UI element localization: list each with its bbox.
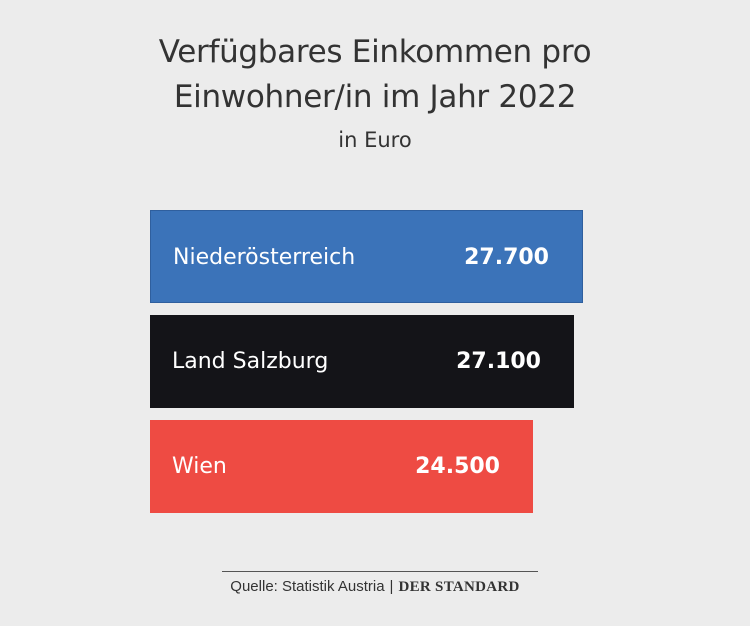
source-separator: | — [389, 578, 394, 595]
chart-title-line-1: Verfügbares Einkommen pro — [158, 34, 592, 70]
bar-nieder-sterreich: Niederösterreich 27.700 — [150, 210, 583, 303]
bar-category-label: Land Salzburg — [172, 349, 329, 374]
bar-value-label: 24.500 — [415, 454, 500, 479]
bar-category-label: Niederösterreich — [173, 245, 356, 270]
source-line: Quelle: Statistik Austria | DER STANDARD — [0, 578, 750, 596]
chart-title-line-2: Einwohner/in im Jahr 2022 — [173, 79, 577, 115]
bar-value-label: 27.700 — [464, 245, 549, 270]
chart-title: Verfügbares Einkommen pro Einwohner/in i… — [0, 30, 750, 120]
source-divider — [222, 571, 538, 572]
bar-wien: Wien 24.500 — [150, 420, 533, 513]
publisher-logo: DER STANDARD — [398, 579, 520, 595]
bar-value-label: 27.100 — [456, 349, 541, 374]
bar-category-label: Wien — [172, 454, 227, 479]
bar-land-salzburg: Land Salzburg 27.100 — [150, 315, 574, 408]
source-text: Quelle: Statistik Austria — [230, 578, 385, 595]
chart-subtitle: in Euro — [338, 128, 412, 152]
